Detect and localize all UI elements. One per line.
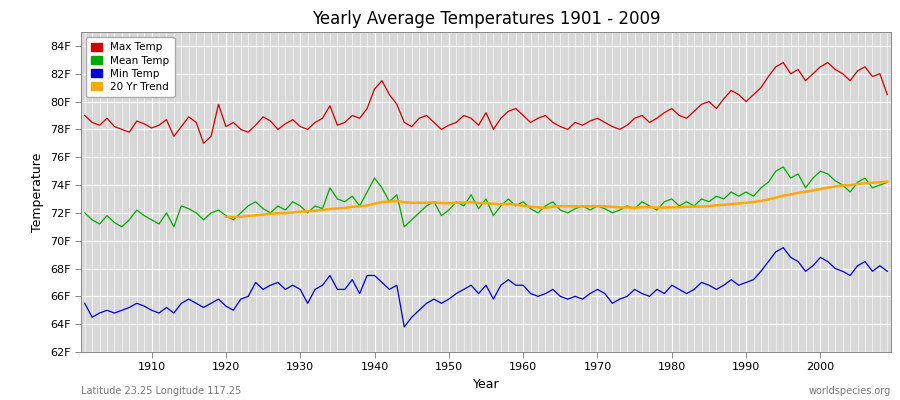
Y-axis label: Temperature: Temperature — [32, 152, 44, 232]
Title: Yearly Average Temperatures 1901 - 2009: Yearly Average Temperatures 1901 - 2009 — [311, 10, 661, 28]
X-axis label: Year: Year — [472, 378, 500, 391]
Text: Latitude 23.25 Longitude 117.25: Latitude 23.25 Longitude 117.25 — [81, 386, 241, 396]
Text: worldspecies.org: worldspecies.org — [809, 386, 891, 396]
Legend: Max Temp, Mean Temp, Min Temp, 20 Yr Trend: Max Temp, Mean Temp, Min Temp, 20 Yr Tre… — [86, 37, 175, 97]
